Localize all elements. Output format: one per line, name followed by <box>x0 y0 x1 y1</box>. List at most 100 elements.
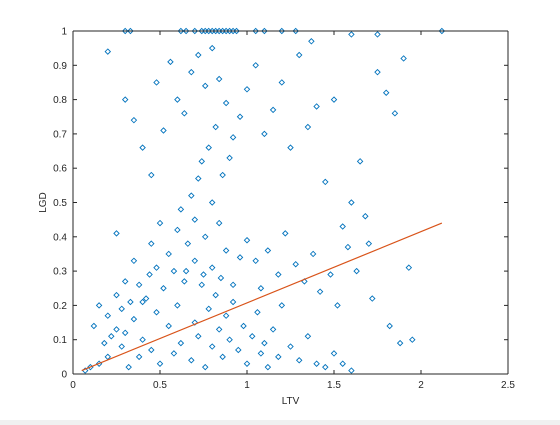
scatter-point <box>174 226 181 234</box>
scatter-point <box>295 51 303 59</box>
x-ticks: 0 0.5 1 1.5 2 2.5 <box>70 31 515 391</box>
scatter-point <box>142 295 150 302</box>
scatter-point <box>167 58 174 66</box>
scatter-point <box>257 285 265 292</box>
scatter-point <box>374 31 381 38</box>
scatter-point <box>248 333 256 340</box>
scatter-point <box>208 343 216 350</box>
y-axis-label: LGD <box>38 192 49 213</box>
scatter-point <box>339 223 346 230</box>
scatter-point <box>191 257 199 265</box>
scatter-point <box>254 309 261 316</box>
y-tick-label: 0.2 <box>53 301 67 312</box>
y-tick-label: 1 <box>61 27 67 38</box>
scatter-point <box>118 305 125 313</box>
scatter-point <box>139 336 146 343</box>
scatter-point <box>362 212 369 220</box>
scatter-point <box>202 233 209 241</box>
scatter-point <box>382 89 390 96</box>
scatter-point <box>177 27 185 35</box>
y-tick-label: 0.8 <box>53 95 67 106</box>
scatter-point <box>409 336 416 343</box>
y-tick-label: 0.9 <box>53 61 67 72</box>
scatter-point <box>160 285 167 292</box>
scatter-point <box>243 360 251 367</box>
scatter-point <box>330 350 338 357</box>
scatter-point <box>344 243 352 251</box>
scatter-point <box>252 257 259 265</box>
y-ticks: 0 0.1 0.2 0.3 0.4 0.5 0.6 0.7 0.8 0.9 1 <box>53 27 508 381</box>
scatter-point <box>121 329 129 337</box>
scatter-point <box>191 216 199 223</box>
scatter-point <box>269 106 277 114</box>
scatter-point <box>278 79 286 86</box>
scatter-point <box>205 144 212 151</box>
scatter-point <box>287 343 294 350</box>
scatter-point <box>275 353 282 361</box>
scatter-point <box>182 267 190 275</box>
scatter-point <box>191 27 199 35</box>
scatter-point <box>195 175 202 182</box>
scatter-point <box>369 295 376 302</box>
scatter-point <box>184 240 192 247</box>
y-tick-label: 0.5 <box>53 198 67 209</box>
fit-line-layer <box>81 222 443 372</box>
scatter-point <box>226 154 233 162</box>
scatter-point <box>229 298 237 306</box>
scatter-point <box>236 254 244 261</box>
scatter-point <box>252 27 259 35</box>
y-tick-label: 0 <box>61 370 67 381</box>
scatter-point <box>130 315 138 323</box>
scatter-point <box>391 110 399 117</box>
scatter-point <box>217 274 225 282</box>
scatter-point <box>348 199 355 206</box>
scatter-point <box>235 346 242 354</box>
scatter-point <box>309 250 317 258</box>
scatter-point <box>264 247 272 254</box>
scatter-point <box>127 298 134 306</box>
scatter-point <box>146 271 153 278</box>
scatter-point <box>304 123 312 131</box>
scatter-point <box>261 27 268 35</box>
scatter-point <box>212 123 219 131</box>
scatter-point <box>212 291 219 299</box>
scatter-point <box>118 343 125 350</box>
scatter-point <box>205 305 212 313</box>
scatter-point <box>353 267 360 275</box>
scatter-point <box>313 103 320 110</box>
y-tick-label: 0.1 <box>53 335 67 346</box>
scatter-point <box>208 199 216 206</box>
scatter-point <box>215 75 223 83</box>
scatter-point <box>156 219 164 227</box>
fit-line <box>81 222 443 372</box>
scatter-point <box>130 116 138 124</box>
scatter-point <box>257 350 265 357</box>
scatter-point <box>215 219 223 227</box>
scatter-point <box>181 278 188 285</box>
scatter-point <box>148 346 155 354</box>
scatter-point <box>222 312 230 319</box>
y-tick-label: 0.4 <box>53 232 67 243</box>
scatter-point <box>308 38 315 45</box>
scatter-point <box>182 27 190 35</box>
scatter-point <box>127 27 134 35</box>
scatter-point <box>243 236 251 244</box>
scatter-point <box>278 27 286 35</box>
plot-area <box>73 31 508 374</box>
x-tick-label: 2 <box>418 380 424 391</box>
scatter-point <box>104 48 112 55</box>
scatter-point <box>165 250 172 258</box>
scatter-point <box>148 240 155 247</box>
scatter-point <box>348 367 355 374</box>
scatter-point <box>101 339 108 347</box>
scatter-point <box>104 312 112 319</box>
scatter-point <box>113 326 120 333</box>
scatter-point <box>135 281 143 289</box>
scatter-point <box>202 363 209 371</box>
scatter-point <box>153 79 160 86</box>
scatter-point <box>287 144 294 151</box>
x-tick-label: 0 <box>70 380 76 391</box>
scatter-point <box>334 302 341 309</box>
scatter-point <box>170 350 178 357</box>
